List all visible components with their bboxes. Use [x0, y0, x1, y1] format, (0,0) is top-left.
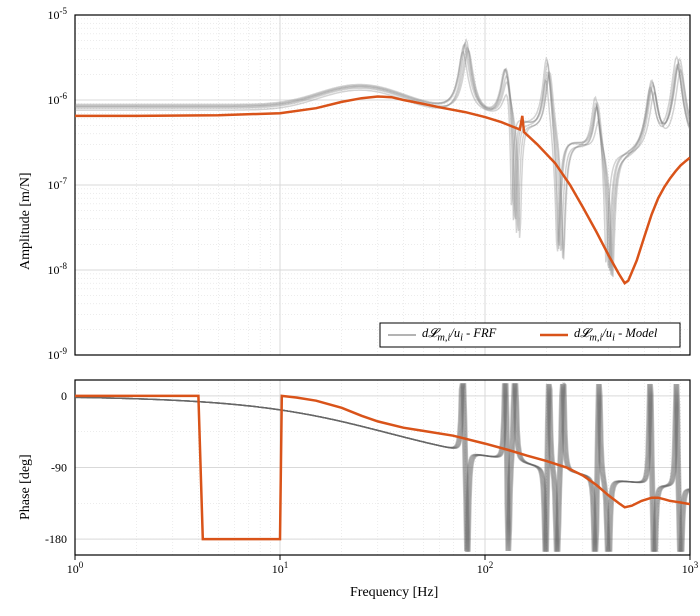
svg-text:10-9: 10-9: [48, 346, 68, 362]
xlabel: Frequency [Hz]: [350, 585, 438, 601]
svg-text:10-5: 10-5: [48, 6, 68, 22]
svg-text:10-6: 10-6: [48, 91, 68, 107]
svg-text:103: 103: [682, 560, 699, 576]
svg-text:10-8: 10-8: [48, 261, 68, 277]
svg-text:102: 102: [477, 560, 494, 576]
svg-text:-90: -90: [51, 461, 67, 475]
svg-text:101: 101: [272, 560, 289, 576]
svg-text:10-7: 10-7: [48, 176, 68, 192]
svg-text:-180: -180: [45, 532, 67, 546]
amplitude-ylabel: Amplitude [m/N]: [18, 172, 34, 270]
svg-text:100: 100: [67, 560, 84, 576]
phase-ylabel: Phase [deg]: [18, 454, 34, 520]
bode-plot-figure: d𝓛m,i/ui - FRFd𝓛m,i/ui - Model10-910-810…: [0, 0, 700, 611]
chart-svg: d𝓛m,i/ui - FRFd𝓛m,i/ui - Model10-910-810…: [0, 0, 700, 611]
svg-text:0: 0: [61, 389, 67, 403]
